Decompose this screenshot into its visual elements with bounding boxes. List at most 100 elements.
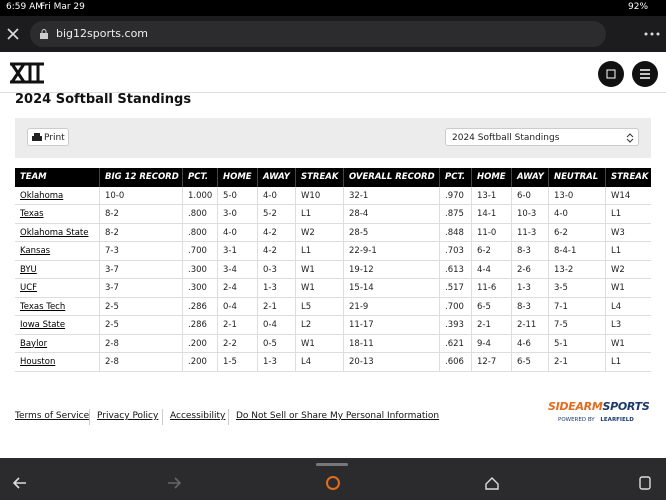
row-border xyxy=(15,204,651,205)
table-cell: 11-3 xyxy=(511,223,548,242)
table-cell: 8-2 xyxy=(99,223,182,242)
table-cell: .800 xyxy=(182,205,217,224)
table-cell: 2-11 xyxy=(511,316,548,335)
table-cell: 10-0 xyxy=(99,186,182,205)
table-cell: W1 xyxy=(295,279,343,298)
table-cell: .200 xyxy=(182,334,217,353)
row-border xyxy=(15,296,651,298)
table-cell: 2-1 xyxy=(257,297,295,316)
site-header xyxy=(0,52,666,93)
brand-a: SIDEARM xyxy=(548,400,603,413)
column-header: PCT. xyxy=(182,168,217,187)
table-cell: 4-6 xyxy=(511,334,548,353)
table-cell: W14 xyxy=(605,186,651,205)
browser-bar: big12sports.com xyxy=(0,16,666,52)
table-cell: 7-3 xyxy=(99,242,182,261)
table-cell: 21-9 xyxy=(343,297,439,316)
table-cell: 14-1 xyxy=(471,205,511,224)
print-button[interactable]: Print xyxy=(27,128,69,146)
table-cell: 10-3 xyxy=(511,205,548,224)
footer-link[interactable]: Accessibility xyxy=(170,411,226,421)
brand-b: SPORTS xyxy=(602,400,650,413)
table-cell: 5-2 xyxy=(257,205,295,224)
url-field[interactable]: big12sports.com xyxy=(30,21,606,47)
table-cell: .300 xyxy=(182,279,217,298)
table-cell: 0-3 xyxy=(257,260,295,279)
season-select[interactable]: 2024 Softball Standings xyxy=(445,128,639,146)
table-cell: 1-3 xyxy=(257,353,295,372)
table-cell: 4-0 xyxy=(548,205,605,224)
table-cell: 2-5 xyxy=(99,297,182,316)
table-cell: 2-1 xyxy=(217,316,257,335)
team-link[interactable]: Texas Tech xyxy=(20,301,66,312)
link-divider xyxy=(228,409,229,425)
table-cell: 18-11 xyxy=(343,334,439,353)
more-icon[interactable] xyxy=(644,31,660,37)
time: 6:59 AM xyxy=(6,2,43,12)
column-header: HOME xyxy=(217,168,257,187)
toolbar-icons[interactable] xyxy=(0,458,666,500)
footer-link[interactable]: Terms of Service xyxy=(15,411,90,421)
column-header: NEUTRAL xyxy=(548,168,605,187)
table-cell: 4-2 xyxy=(257,223,295,242)
column-header: PCT. xyxy=(439,168,471,187)
table-cell: 1.000 xyxy=(182,186,217,205)
row-border xyxy=(15,278,651,279)
team-link[interactable]: BYU xyxy=(20,264,37,275)
table-cell: 28-4 xyxy=(343,205,439,224)
table-cell: .970 xyxy=(439,186,471,205)
table-cell: .800 xyxy=(182,223,217,242)
footer-link[interactable]: Do Not Sell or Share My Personal Informa… xyxy=(236,411,440,421)
table-cell: W10 xyxy=(295,186,343,205)
table-cell: 3-1 xyxy=(217,242,257,261)
table-cell: 4-0 xyxy=(217,223,257,242)
table-cell: .703 xyxy=(439,242,471,261)
table-cell: 11-17 xyxy=(343,316,439,335)
table-cell: 8-3 xyxy=(511,297,548,316)
team-link[interactable]: Texas xyxy=(20,209,44,219)
team-link[interactable]: Kansas xyxy=(20,246,51,256)
table-cell: 1-5 xyxy=(217,353,257,372)
browser-toolbar xyxy=(0,458,666,500)
table-cell: .848 xyxy=(439,223,471,242)
table-cell: 6-5 xyxy=(511,353,548,372)
powered-by: POWERED BY xyxy=(558,417,595,423)
table-cell: 15-14 xyxy=(343,279,439,298)
table-cell: .286 xyxy=(182,297,217,316)
table-cell: 22-9-1 xyxy=(343,242,439,261)
footer-link[interactable]: Privacy Policy xyxy=(97,411,159,421)
table-cell: 2-4 xyxy=(217,279,257,298)
table-cell: 2-5 xyxy=(99,316,182,335)
table-cell: L1 xyxy=(295,205,343,224)
status-bar: 6:59 AM Fri Mar 29 92% xyxy=(0,0,666,16)
header-buttons[interactable] xyxy=(598,60,658,88)
table-cell: 2-1 xyxy=(471,316,511,335)
table-cell: 20-13 xyxy=(343,353,439,372)
sidearm-logo[interactable]: SIDEARMSPORTS POWERED BY LEARFIELD xyxy=(548,400,654,434)
table-cell: 13-1 xyxy=(471,186,511,205)
select-arrows xyxy=(626,133,634,143)
team-link[interactable]: Baylor xyxy=(20,338,48,349)
team-link[interactable]: Oklahoma xyxy=(20,190,64,201)
row-border xyxy=(15,222,651,224)
table-cell: 2-2 xyxy=(217,334,257,353)
column-header: OVERALL RECORD xyxy=(343,168,439,187)
table-cell: L1 xyxy=(605,353,651,372)
row-border xyxy=(15,352,651,353)
table-cell: 0-4 xyxy=(257,316,295,335)
table-cell: 28-5 xyxy=(343,223,439,242)
header-row xyxy=(15,168,651,187)
table-cell: L1 xyxy=(605,242,651,261)
team-link[interactable]: Oklahoma State xyxy=(20,227,89,238)
team-link[interactable]: Iowa State xyxy=(20,320,66,330)
team-link[interactable]: UCF xyxy=(20,283,38,293)
table-cell: 32-1 xyxy=(343,186,439,205)
table-cell: W2 xyxy=(605,260,651,279)
column-header: STREAK xyxy=(295,168,343,187)
controls: Print 2024 Softball Standings xyxy=(15,118,651,158)
team-link[interactable]: Houston xyxy=(20,357,56,367)
logo[interactable] xyxy=(10,62,46,84)
close-icon[interactable] xyxy=(6,27,20,41)
table-cell: 6-0 xyxy=(511,186,548,205)
table-cell: .393 xyxy=(439,316,471,335)
